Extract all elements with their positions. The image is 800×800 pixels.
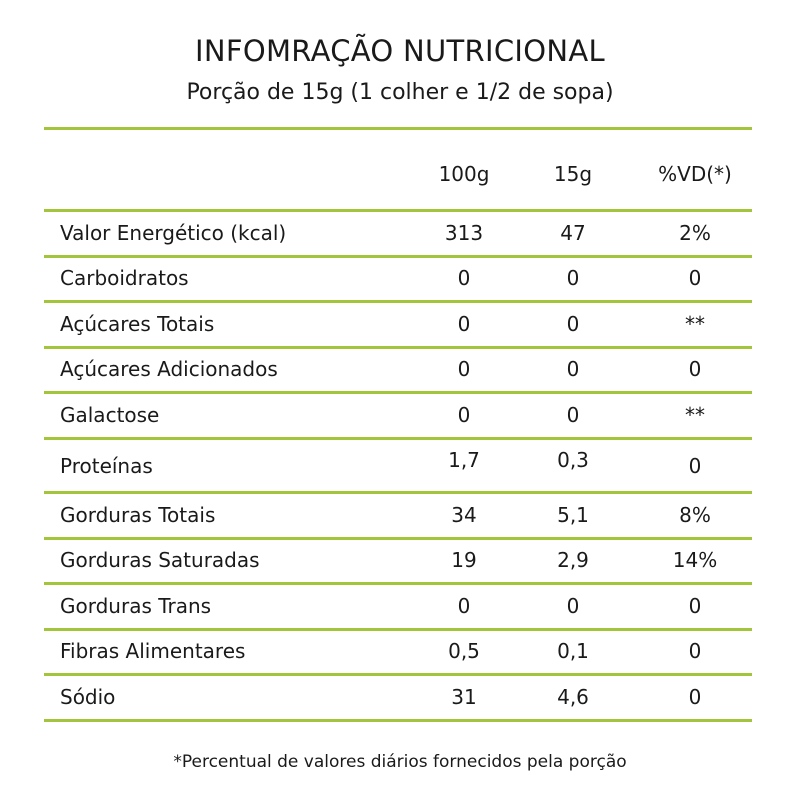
table-rule [44,491,752,494]
footnote: *Percentual de valores diários fornecido… [173,752,627,772]
value-vd: 2% [679,221,711,245]
table-rule-top [44,127,752,130]
value-vd: 8% [679,503,711,527]
table-rule [44,582,752,585]
nutrient-name: Gorduras Saturadas [60,548,260,572]
table-rule [44,437,752,440]
value-100g: 0 [457,266,471,290]
value-100g: 313 [444,221,484,245]
value-vd: 14% [672,548,718,572]
table-rule-header [44,209,752,212]
value-15g: 0 [566,357,580,381]
nutrient-name: Sódio [60,685,116,709]
value-100g: 0 [457,312,471,336]
nutrient-name: Valor Energético (kcal) [60,221,287,245]
value-vd: 0 [688,266,702,290]
header-100g: 100g [438,162,490,186]
page-title: INFOMRAÇÃO NUTRICIONAL [195,34,605,68]
value-15g: 0 [566,312,580,336]
value-vd: 0 [688,594,702,618]
table-rule-bottom [44,719,752,722]
value-15g: 5,1 [557,503,589,527]
header-vd: %VD(*) [658,162,732,186]
value-15g: 0,3 [557,448,589,472]
nutrient-name: Carboidratos [60,266,189,290]
table-rule [44,255,752,258]
value-15g: 47 [560,221,586,245]
header-15g: 15g [553,162,593,186]
value-100g: 34 [451,503,477,527]
nutrient-name: Açúcares Totais [60,312,215,336]
value-vd: ** [685,403,705,427]
value-100g: 0,5 [448,639,480,663]
value-vd: ** [685,312,705,336]
nutrient-name: Açúcares Adicionados [60,357,278,381]
portion-subtitle: Porção de 15g (1 colher e 1/2 de sopa) [186,80,614,105]
value-15g: 0 [566,403,580,427]
nutrient-name: Fibras Alimentares [60,639,246,663]
value-100g: 31 [451,685,477,709]
table-rule [44,673,752,676]
value-15g: 0 [566,266,580,290]
table-rule [44,537,752,540]
nutrient-name: Gorduras Trans [60,594,212,618]
value-15g: 4,6 [557,685,589,709]
nutrient-name: Gorduras Totais [60,503,216,527]
value-vd: 0 [688,639,702,663]
value-100g: 1,7 [448,448,480,472]
table-rule [44,300,752,303]
value-100g: 0 [457,357,471,381]
nutrient-name: Galactose [60,403,160,427]
value-15g: 2,9 [557,548,589,572]
value-vd: 0 [688,454,702,478]
value-15g: 0 [566,594,580,618]
table-rule [44,391,752,394]
value-100g: 0 [457,594,471,618]
value-vd: 0 [688,685,702,709]
value-vd: 0 [688,357,702,381]
nutrient-name: Proteínas [60,454,153,478]
value-100g: 19 [451,548,477,572]
table-rule [44,628,752,631]
value-100g: 0 [457,403,471,427]
value-15g: 0,1 [557,639,589,663]
table-rule [44,346,752,349]
